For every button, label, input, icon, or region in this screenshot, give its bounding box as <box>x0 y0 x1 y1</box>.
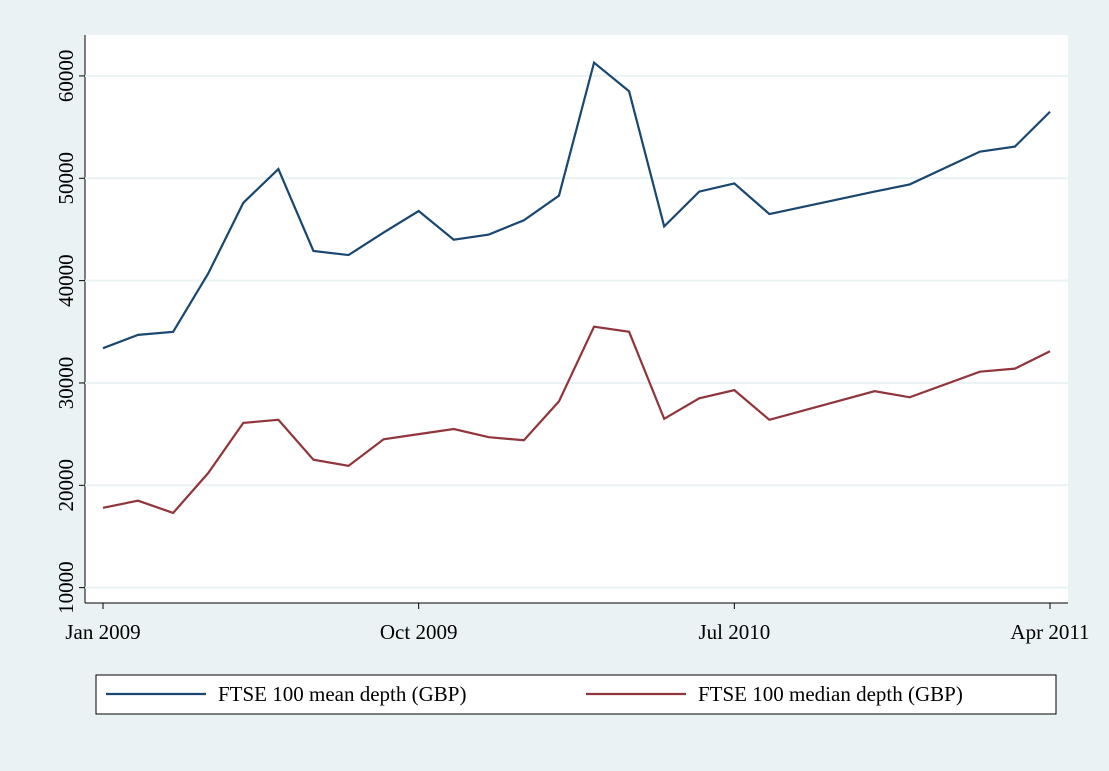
x-tick-label: Apr 2011 <box>1010 620 1089 644</box>
y-tick-label: 20000 <box>54 459 78 512</box>
plot-area <box>85 35 1068 603</box>
x-tick-label: Jan 2009 <box>65 620 140 644</box>
series-line <box>102 325 1051 515</box>
x-tick-label: Jul 2010 <box>698 620 770 644</box>
legend-label: FTSE 100 median depth (GBP) <box>698 682 963 706</box>
legend <box>95 674 1057 715</box>
y-tick-label: 30000 <box>54 357 78 410</box>
y-tick-label: 60000 <box>54 50 78 103</box>
y-tick-label: 10000 <box>54 561 78 614</box>
x-tick-label: Oct 2009 <box>380 620 458 644</box>
legend-label: FTSE 100 mean depth (GBP) <box>218 682 466 706</box>
y-tick-label: 40000 <box>54 254 78 307</box>
y-tick-label: 50000 <box>54 152 78 205</box>
series-line <box>102 60 1051 350</box>
